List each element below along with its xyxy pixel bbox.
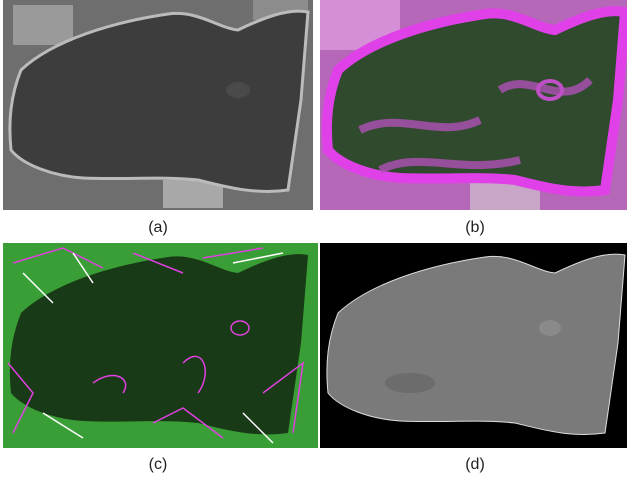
panel-b [320, 0, 627, 210]
field-patch [13, 5, 73, 45]
caption: (d) [465, 456, 485, 473]
caption: (a) [148, 219, 168, 236]
caption: (c) [149, 456, 168, 473]
caption: (b) [465, 219, 485, 236]
panel-d [320, 243, 627, 448]
edge-lines [22, 252, 284, 444]
texture [536, 79, 564, 101]
panel-c [3, 243, 318, 448]
panel-a [3, 0, 313, 210]
edge-lines [7, 247, 304, 439]
texture [385, 373, 435, 393]
texture [226, 82, 250, 98]
texture [358, 76, 593, 174]
texture [539, 320, 561, 336]
edge-lines [230, 320, 250, 336]
